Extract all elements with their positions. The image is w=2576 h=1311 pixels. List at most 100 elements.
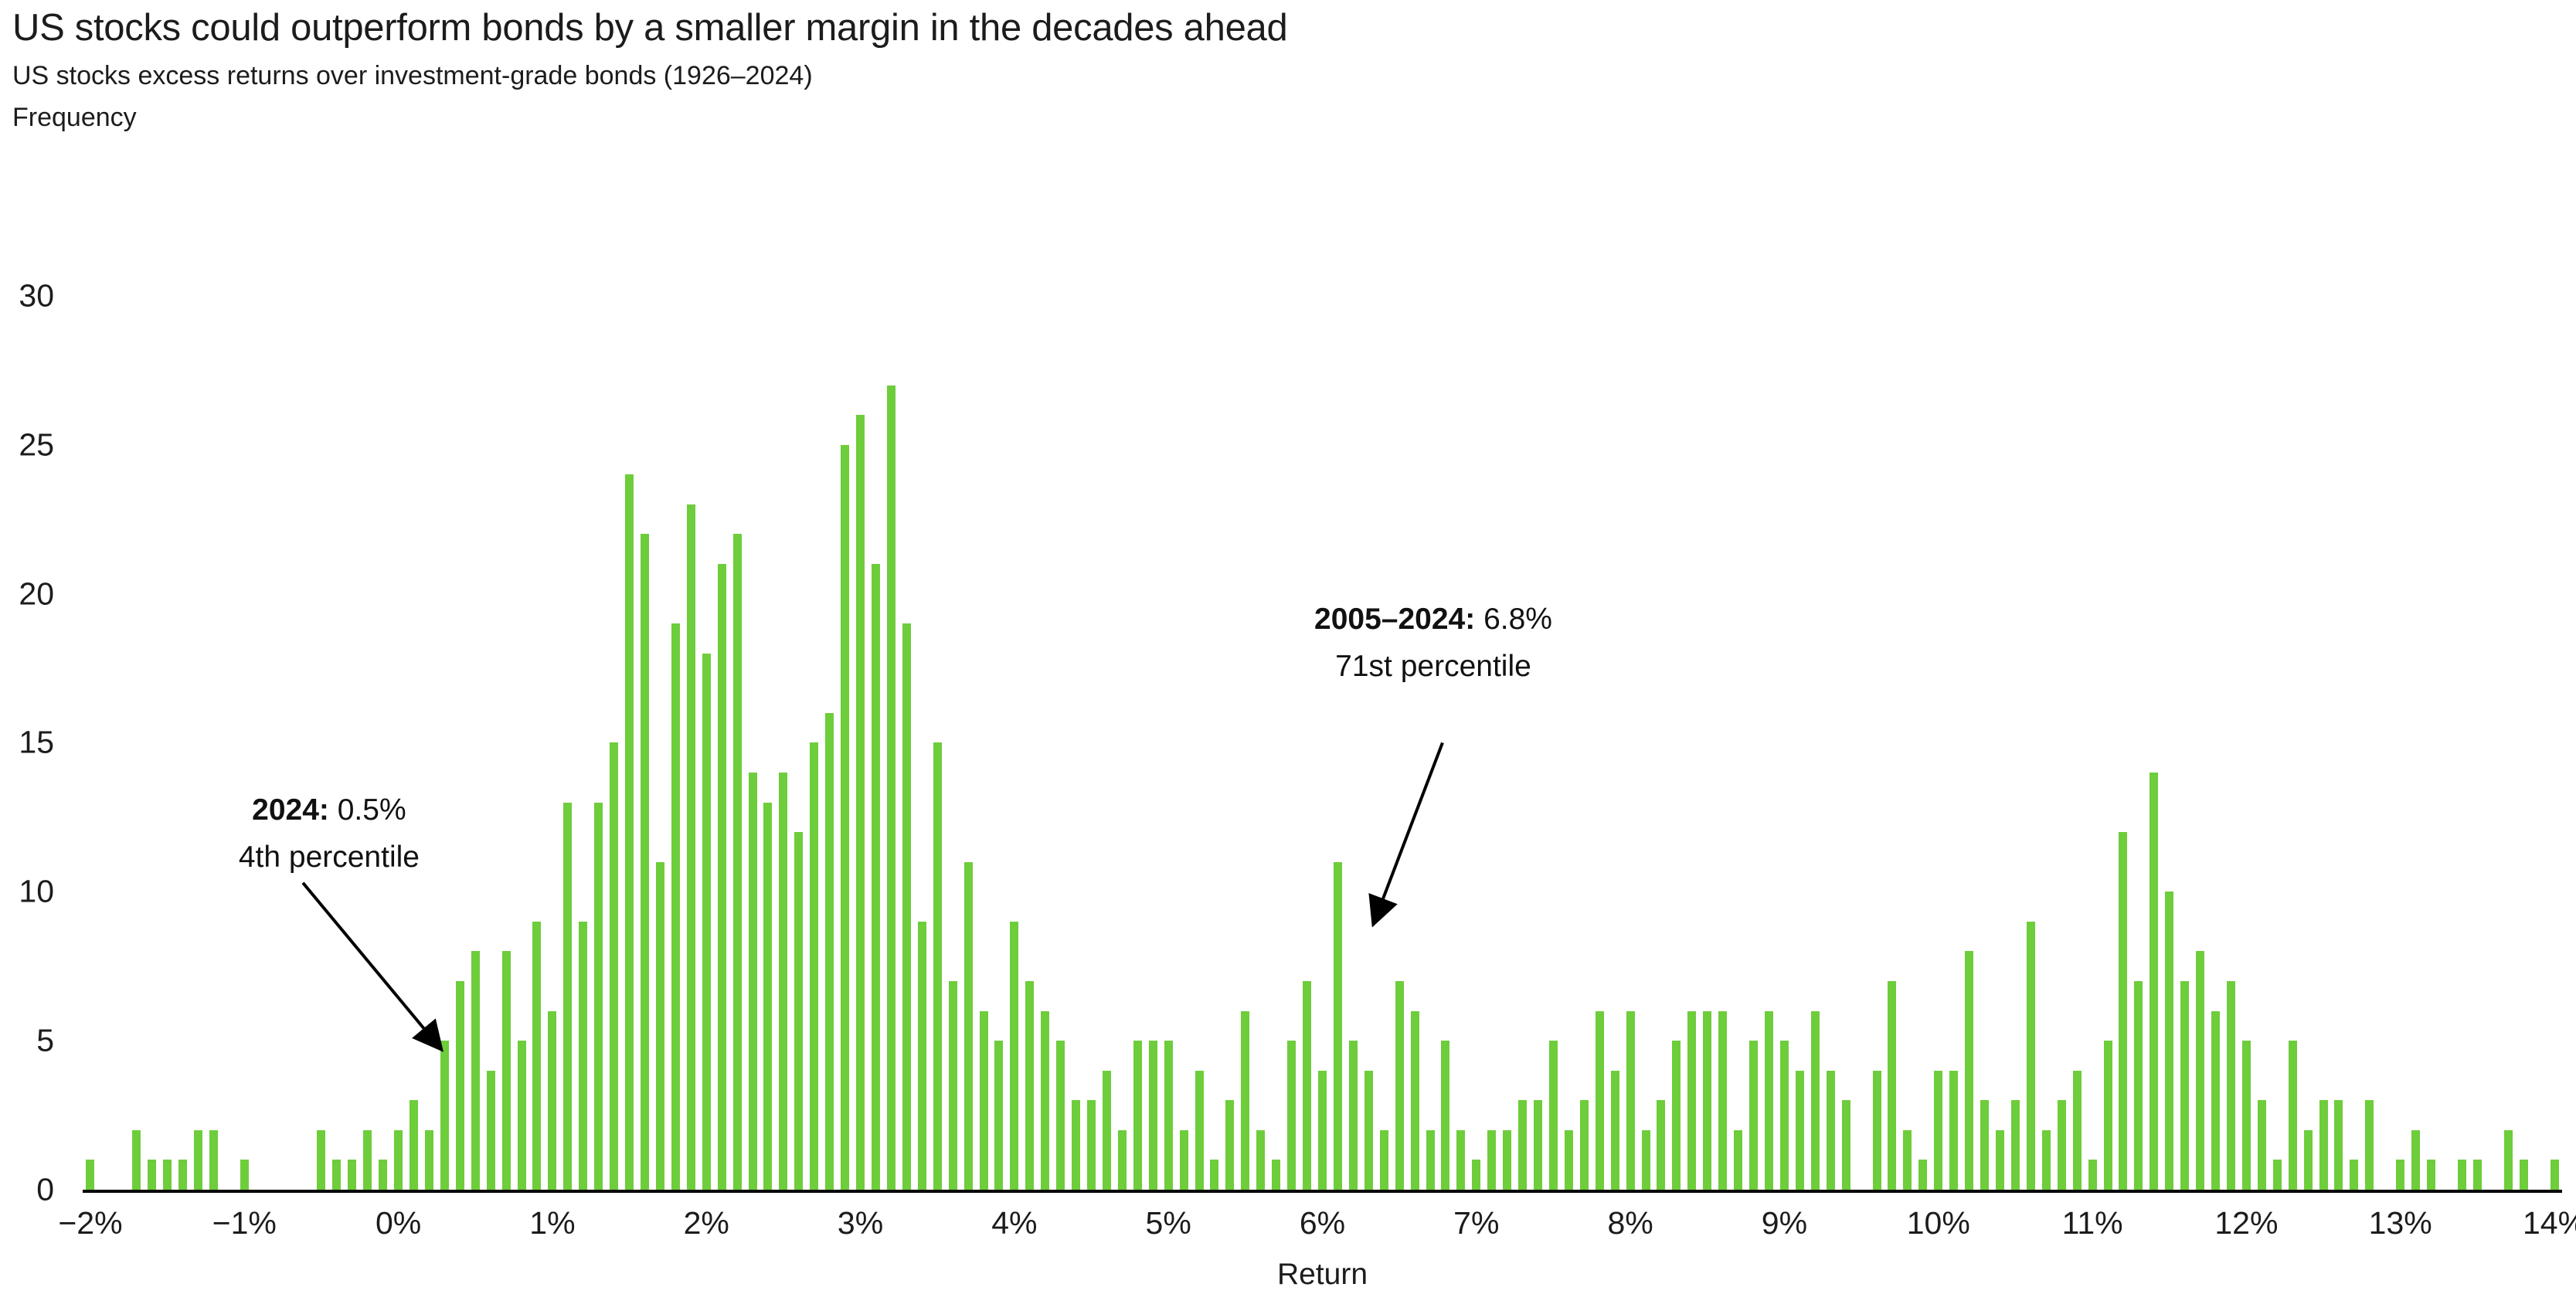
histogram-bar xyxy=(1225,1100,1235,1190)
histogram-bar xyxy=(440,1041,449,1190)
chart-subtitle: US stocks excess returns over investment… xyxy=(12,61,813,90)
x-axis-title: Return xyxy=(1276,1258,1368,1291)
histogram-bar xyxy=(1210,1160,1219,1190)
x-tick-label: 5% xyxy=(1145,1205,1191,1241)
annotation-2024: 2024: 0.5% 4th percentile xyxy=(239,787,420,881)
histogram-bar xyxy=(686,504,695,1190)
histogram-bar xyxy=(2472,1160,2482,1190)
y-tick-label: 15 xyxy=(19,724,54,760)
histogram-bar xyxy=(1579,1100,1589,1190)
histogram-bar xyxy=(2396,1160,2405,1190)
histogram-bar xyxy=(748,773,757,1190)
histogram-bar xyxy=(317,1129,326,1190)
histogram-bar xyxy=(1779,1041,1789,1190)
y-tick-label: 0 xyxy=(36,1171,54,1207)
histogram-bar xyxy=(1010,921,1019,1190)
histogram-bar xyxy=(963,861,973,1190)
x-tick-label: 6% xyxy=(1299,1205,1346,1241)
histogram-bar xyxy=(1995,1129,2004,1190)
histogram-bar xyxy=(2457,1160,2466,1190)
histogram-bar xyxy=(825,712,834,1190)
histogram-bar xyxy=(2119,832,2128,1190)
y-tick-label: 5 xyxy=(36,1022,54,1058)
histogram-bar xyxy=(410,1100,419,1190)
histogram-bar xyxy=(1441,1041,1450,1190)
histogram-bar xyxy=(2350,1160,2359,1190)
y-tick-label: 25 xyxy=(19,426,54,463)
histogram-bar xyxy=(2241,1041,2251,1190)
histogram-bar xyxy=(2010,1100,2020,1190)
histogram-bar xyxy=(332,1160,342,1190)
histogram-bar xyxy=(193,1129,202,1190)
histogram-bar xyxy=(1564,1129,1573,1190)
histogram-bar xyxy=(424,1129,433,1190)
histogram-bar xyxy=(1179,1129,1188,1190)
histogram-bar xyxy=(702,653,711,1190)
histogram-bar xyxy=(1056,1041,1065,1190)
histogram-bar xyxy=(1241,1010,1250,1190)
histogram-bar xyxy=(2149,773,2159,1190)
histogram-bar xyxy=(641,534,649,1190)
histogram-bar xyxy=(2503,1129,2513,1190)
histogram-bar xyxy=(1734,1129,1743,1190)
histogram-bar xyxy=(841,444,850,1190)
histogram-bar xyxy=(132,1129,141,1190)
histogram-bar xyxy=(1472,1160,1481,1190)
histogram-bar xyxy=(563,802,573,1190)
histogram-bar xyxy=(994,1041,1004,1190)
histogram-bar xyxy=(1965,951,1974,1190)
histogram-bar xyxy=(1765,1010,1774,1190)
histogram-bar xyxy=(2411,1129,2421,1190)
histogram-bar xyxy=(1487,1129,1497,1190)
histogram-bar xyxy=(2334,1100,2343,1190)
histogram-bar xyxy=(717,564,726,1190)
histogram-bar xyxy=(1272,1160,1281,1190)
histogram-bar xyxy=(517,1041,526,1190)
histogram-bar xyxy=(348,1160,357,1190)
histogram-bar xyxy=(1641,1129,1650,1190)
histogram-bar xyxy=(1610,1070,1619,1190)
x-tick-label: 13% xyxy=(2368,1205,2432,1241)
histogram-bar xyxy=(979,1010,988,1190)
histogram-bar xyxy=(1410,1010,1419,1190)
histogram-bar xyxy=(1287,1041,1296,1190)
histogram-bar xyxy=(886,385,895,1190)
histogram-bar xyxy=(1117,1129,1127,1190)
histogram-bar xyxy=(2088,1160,2097,1190)
histogram-bar xyxy=(1718,1010,1728,1190)
histogram-bar xyxy=(486,1070,495,1190)
histogram-bar xyxy=(2165,892,2174,1190)
histogram-bar xyxy=(2319,1100,2328,1190)
histogram-bar xyxy=(1626,1010,1635,1190)
y-tick-label: 20 xyxy=(19,576,54,612)
histogram-bar xyxy=(1810,1010,1820,1190)
histogram-bar xyxy=(948,981,957,1190)
histogram-bar xyxy=(1395,981,1404,1190)
x-tick-label: 9% xyxy=(1761,1205,1808,1241)
histogram-bar xyxy=(1195,1070,1204,1190)
histogram-bar xyxy=(625,474,634,1190)
histogram-bar xyxy=(1980,1100,1990,1190)
x-tick-label: 3% xyxy=(837,1205,884,1241)
histogram-bar xyxy=(763,802,773,1190)
histogram-bar xyxy=(163,1160,172,1190)
histogram-bar xyxy=(1256,1129,1266,1190)
x-tick-label: −1% xyxy=(212,1205,277,1241)
histogram-bar xyxy=(471,951,480,1190)
histogram-bar xyxy=(917,921,926,1190)
histogram-bar xyxy=(1148,1041,1157,1190)
histogram-bar xyxy=(1072,1100,1081,1190)
histogram-bar xyxy=(1687,1010,1697,1190)
histogram-bar xyxy=(2226,981,2235,1190)
histogram-bar xyxy=(1918,1160,1928,1190)
histogram-bar xyxy=(1595,1010,1604,1190)
x-tick-label: 1% xyxy=(529,1205,576,1241)
annotation-2005-2024: 2005–2024: 6.8% 71st percentile xyxy=(1314,596,1552,690)
histogram-bar xyxy=(455,981,464,1190)
histogram-bar xyxy=(1318,1070,1327,1190)
histogram-bar xyxy=(579,921,588,1190)
histogram-bar xyxy=(2072,1070,2082,1190)
histogram-bar xyxy=(548,1010,557,1190)
histogram-bar xyxy=(1164,1041,1173,1190)
